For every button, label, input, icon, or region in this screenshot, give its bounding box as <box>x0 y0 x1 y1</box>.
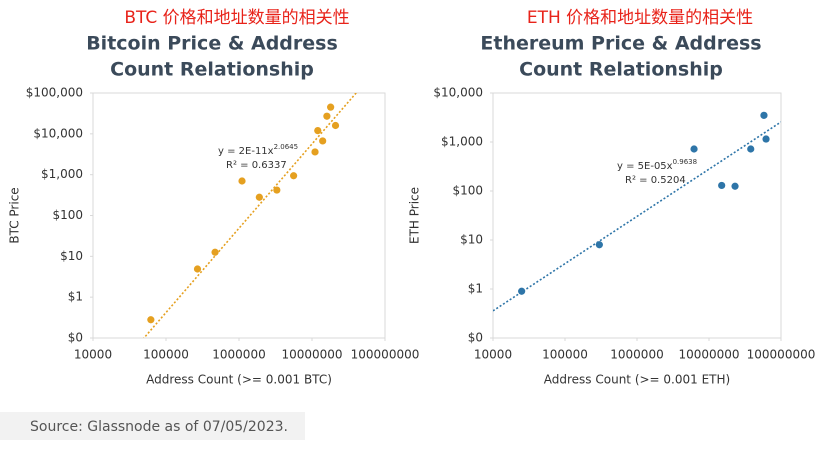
point <box>273 186 281 194</box>
point <box>762 135 770 143</box>
point <box>323 112 331 120</box>
exponent: 0.9638 <box>673 158 698 166</box>
chart-subtitle: Count Relationship <box>519 59 723 81</box>
x-tick-label: 10000 <box>474 348 512 362</box>
chart-title: ETH 价格和地址数量的相关性 <box>527 8 753 28</box>
y-axis-label: ETH Price <box>408 187 422 244</box>
x-tick-label: 1000000 <box>610 348 663 362</box>
y-axis-label: BTC Price <box>8 187 22 243</box>
point <box>731 182 739 190</box>
point <box>327 103 335 111</box>
source-box <box>0 412 305 440</box>
y-tick-label: $1,000 <box>41 167 83 181</box>
x-tick-label: 10000000 <box>281 348 342 362</box>
x-tick-label: 100000 <box>143 348 189 362</box>
trendline <box>493 121 781 312</box>
chart-subtitle: Ethereum Price & Address <box>480 33 761 55</box>
chart-title: BTC 价格和地址数量的相关性 <box>124 8 349 28</box>
y-tick-label: $10 <box>460 233 483 247</box>
point <box>255 193 263 201</box>
chart-subtitle: Count Relationship <box>110 59 314 81</box>
x-tick-label: 100000000 <box>747 348 816 362</box>
x-axis-label: Address Count (>= 0.001 BTC) <box>146 373 332 387</box>
y-tick-label: $10,000 <box>433 86 483 100</box>
plot-frame <box>92 92 386 339</box>
point <box>747 145 755 153</box>
point <box>319 137 327 145</box>
y-tick-label: $100,000 <box>26 86 83 100</box>
r-squared: R² = 0.6337 <box>226 160 287 171</box>
point <box>290 172 298 180</box>
r-squared: R² = 0.5204 <box>625 175 686 186</box>
y-tick-label: $10 <box>60 249 83 263</box>
point <box>147 316 155 324</box>
y-tick-label: $1,000 <box>441 135 483 149</box>
y-tick-label: $100 <box>52 208 83 222</box>
y-tick-label: $1 <box>468 282 483 296</box>
point <box>518 287 526 295</box>
y-tick-label: $10,000 <box>33 126 83 140</box>
x-tick-label: 10000 <box>74 348 112 362</box>
exponent: 2.0645 <box>274 143 299 151</box>
x-tick-label: 100000 <box>542 348 588 362</box>
point <box>331 121 340 130</box>
trendline <box>142 93 358 338</box>
x-tick-label: 1000000 <box>212 348 265 362</box>
chart-subtitle: Bitcoin Price & Address <box>86 33 338 55</box>
y-tick-label: $1 <box>68 290 83 304</box>
source: Source: Glassnode as of 07/05/2023. <box>30 419 288 435</box>
point <box>690 145 698 153</box>
point <box>595 241 603 249</box>
x-tick-label: 100000000 <box>351 348 420 362</box>
equation: y = 2E-11x <box>218 146 274 157</box>
y-tick-label: $100 <box>452 184 483 198</box>
y-tick-label: $0 <box>468 331 483 345</box>
trend-equation: y = 2E-11x2.0645 <box>218 143 298 157</box>
trend-equation: y = 5E-05x0.9638 <box>617 158 697 172</box>
point <box>193 265 202 273</box>
point <box>718 181 726 190</box>
point <box>211 248 219 256</box>
point <box>314 127 322 135</box>
x-axis-label: Address Count (>= 0.001 ETH) <box>544 373 730 387</box>
equation: y = 5E-05x <box>617 161 673 172</box>
x-tick-label: 10000000 <box>678 348 739 362</box>
point <box>760 111 768 119</box>
y-tick-label: $0 <box>68 331 83 345</box>
point <box>311 148 319 156</box>
point <box>238 177 246 185</box>
